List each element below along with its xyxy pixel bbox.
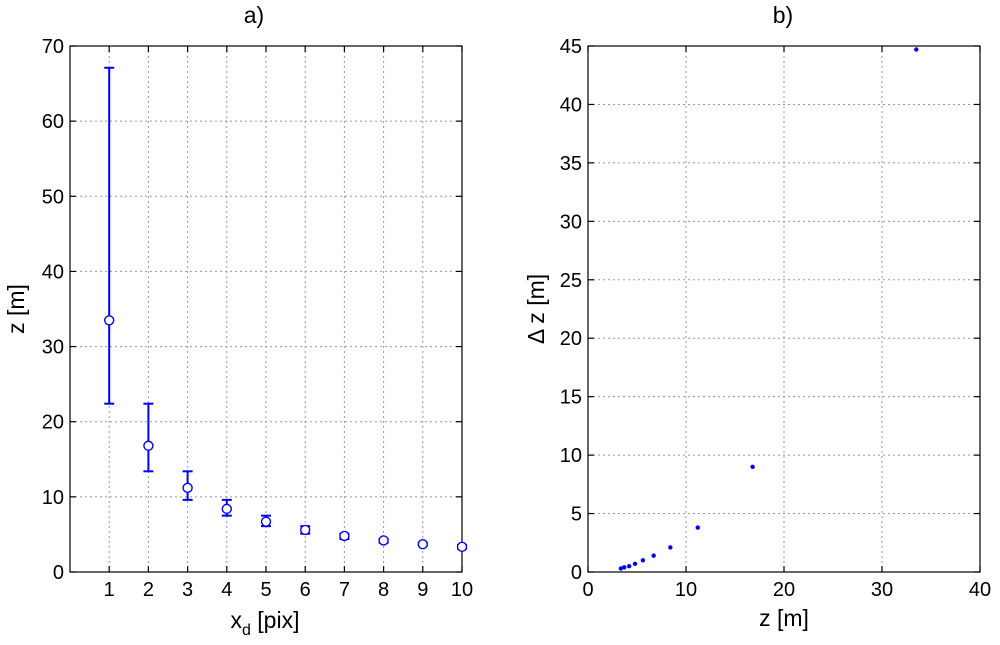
panel-a-ticks: 1 2 3 4 5 6 7 8 9 10 0 10 20 30 40 50 60 70 — [42, 36, 473, 601]
panel-b-y-tick-label: 15 — [560, 387, 582, 409]
panel-a-chart: a) 1 2 3 4 5 6 7 8 9 10 0 10 20 30 40 50 60 70 z [m] xd [… — [3, 2, 473, 639]
panel-b-marks — [618, 47, 919, 571]
panel-b-y-tick-label: 10 — [560, 445, 582, 467]
data-point — [622, 565, 627, 570]
panel-a-x-tick-label: 3 — [182, 579, 193, 601]
panel-a-x-tick-label: 7 — [339, 579, 350, 601]
data-point — [378, 535, 389, 546]
data-point — [260, 516, 272, 527]
data-point — [182, 482, 193, 494]
panel-b-y-tick-label: 30 — [560, 211, 582, 233]
panel-a-x-tick-label: 9 — [417, 579, 428, 601]
panel-b-title: b) — [773, 2, 793, 28]
data-point — [143, 440, 154, 451]
panel-b-ylabel: Δ z [m] — [523, 274, 549, 344]
data-point — [651, 553, 656, 558]
panel-a-x-tick-label: 10 — [451, 579, 473, 601]
panel-b-x-tick-label: 30 — [871, 579, 893, 601]
panel-a-y-tick-label: 30 — [42, 337, 64, 359]
panel-a-xlabel: xd [pix] — [231, 607, 300, 639]
panel-b-x-tick-label: 0 — [582, 579, 593, 601]
panel-a-title: a) — [244, 2, 264, 28]
panel-a-x-tick-label: 2 — [143, 579, 154, 601]
data-point — [914, 47, 919, 52]
panel-b-y-tick-label: 45 — [560, 36, 582, 58]
panel-a-x-tick-label: 6 — [300, 579, 311, 601]
data-point — [456, 541, 468, 553]
panel-a-xlabel-main: x — [231, 607, 243, 633]
data-point — [632, 561, 638, 567]
data-point — [103, 315, 115, 326]
panel-b-y-tick-label: 20 — [560, 328, 582, 350]
panel-b-x-tick-label: 20 — [773, 579, 795, 601]
panel-b-ticks: 0 10 20 30 40 0 5 10 15 20 25 30 35 40 45 — [560, 36, 991, 601]
panel-b-y-tick-label: 25 — [560, 270, 582, 292]
panel-b-frame — [587, 45, 981, 573]
data-point — [417, 538, 428, 550]
panel-a-x-tick-label: 4 — [221, 579, 232, 601]
data-point — [640, 558, 646, 563]
panel-a-x-tick-label: 5 — [260, 579, 271, 601]
panel-b-xlabel: z [m] — [759, 605, 809, 631]
panel-a-y-tick-label: 0 — [53, 562, 64, 584]
panel-a-xlabel-subscript: d — [242, 622, 251, 639]
panel-b-y-tick-label: 0 — [571, 562, 582, 584]
data-point — [221, 503, 233, 515]
panel-b-y-tick-label: 40 — [560, 94, 582, 116]
panel-a-ylabel: z [m] — [3, 284, 29, 334]
panel-b-x-tick-label: 10 — [675, 579, 697, 601]
panel-b-y-tick-label: 5 — [571, 504, 582, 526]
panel-a-y-tick-label: 50 — [42, 186, 64, 208]
panel-b-grid — [588, 46, 980, 572]
data-point — [339, 530, 350, 542]
panel-a-y-tick-label: 10 — [42, 487, 64, 509]
panel-a-marks — [103, 66, 468, 553]
panel-a-y-tick-label: 70 — [42, 36, 64, 58]
data-point — [626, 563, 632, 569]
panel-a-x-tick-label: 1 — [104, 579, 115, 601]
data-point — [668, 545, 673, 550]
data-point — [750, 464, 755, 469]
panel-a-y-tick-label: 40 — [42, 261, 64, 283]
panel-a-x-tick-label: 8 — [378, 579, 389, 601]
panel-a-y-tick-label: 60 — [42, 111, 64, 133]
panel-a-grid — [70, 46, 462, 572]
data-point — [618, 566, 624, 571]
data-point — [695, 525, 700, 530]
panel-b-x-tick-label: 40 — [969, 579, 991, 601]
data-point — [300, 524, 311, 536]
panel-a-frame — [69, 45, 463, 573]
panel-a-xlabel-unit: [pix] — [251, 607, 300, 633]
panel-a-y-tick-label: 20 — [42, 412, 64, 434]
panel-b-chart: b) 0 10 20 30 40 0 5 10 15 20 25 30 35 40 45 Δ z [m] z… — [523, 2, 991, 631]
panel-b-y-tick-label: 35 — [560, 153, 582, 175]
